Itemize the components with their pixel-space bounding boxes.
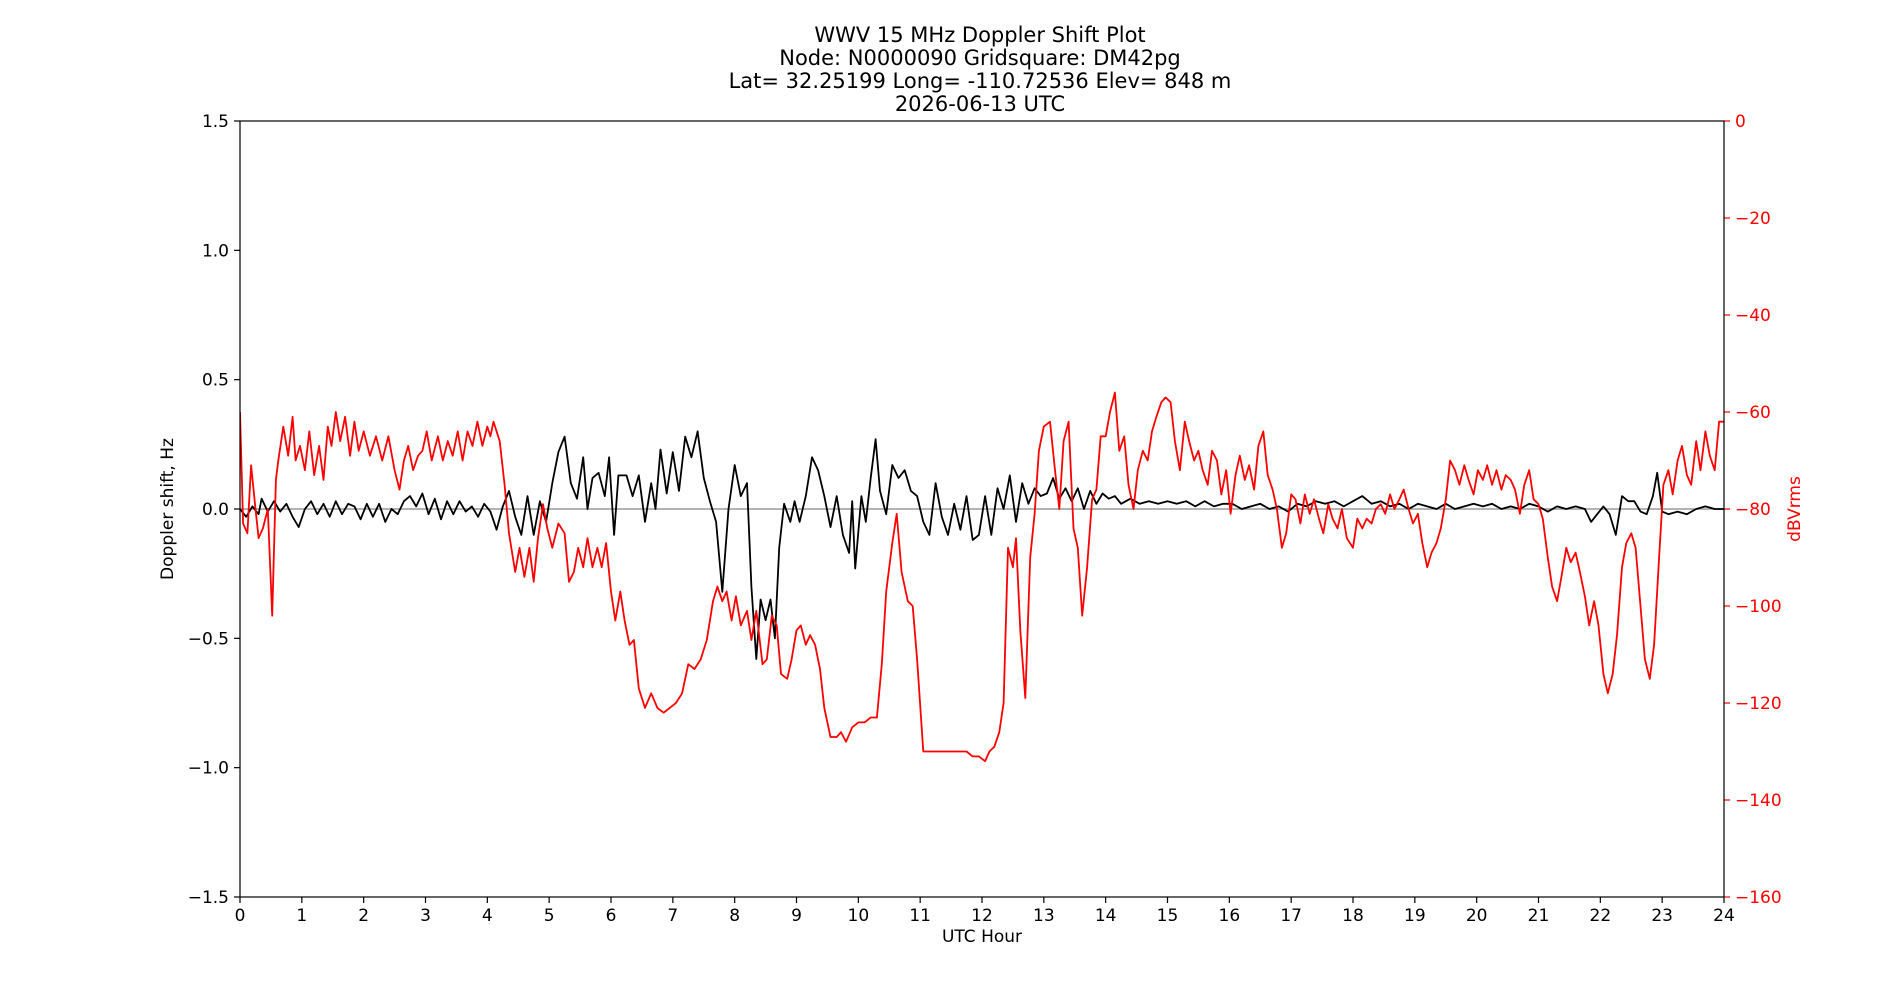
y-tick-label: −1.0 bbox=[188, 759, 229, 779]
title-line-4: 2026-06-13 UTC bbox=[895, 92, 1065, 116]
y-right-tick-label: −20 bbox=[1735, 209, 1771, 229]
x-tick-label: 22 bbox=[1590, 906, 1612, 926]
x-tick-label: 4 bbox=[482, 906, 493, 926]
x-tick-label: 10 bbox=[848, 906, 870, 926]
x-tick-label: 6 bbox=[606, 906, 617, 926]
x-tick-label: 20 bbox=[1466, 906, 1488, 926]
x-tick-label: 0 bbox=[235, 906, 246, 926]
x-tick-label: 19 bbox=[1404, 906, 1426, 926]
y-axis-label: Doppler shift, Hz bbox=[158, 438, 178, 580]
x-tick-label: 1 bbox=[296, 906, 307, 926]
title-line-3: Lat= 32.25199 Long= -110.72536 Elev= 848… bbox=[729, 69, 1232, 93]
y-tick-label: −0.5 bbox=[188, 629, 229, 649]
signal-level-line bbox=[240, 391, 1724, 763]
y-right-tick-label: 0 bbox=[1735, 112, 1746, 132]
y-tick-label: 0.5 bbox=[202, 371, 229, 391]
y-tick-label: 1.5 bbox=[202, 112, 229, 132]
x-tick-label: 11 bbox=[909, 906, 931, 926]
x-tick-label: 14 bbox=[1095, 906, 1117, 926]
x-tick-label: 17 bbox=[1280, 906, 1302, 926]
x-tick-label: 8 bbox=[729, 906, 740, 926]
x-tick-label: 21 bbox=[1528, 906, 1550, 926]
y-right-tick-label: −140 bbox=[1735, 791, 1782, 811]
x-axis-label: UTC Hour bbox=[942, 927, 1022, 947]
plot-area bbox=[240, 391, 1724, 763]
y-right-tick-label: −60 bbox=[1735, 403, 1771, 423]
plot-frame bbox=[239, 120, 1725, 898]
y-tick-label: 0.0 bbox=[202, 500, 229, 520]
y-axis-right-label: dBVrms bbox=[1785, 476, 1805, 542]
x-tick-label: 9 bbox=[791, 906, 802, 926]
x-tick-label: 13 bbox=[1033, 906, 1055, 926]
x-tick-label: 2 bbox=[358, 906, 369, 926]
x-tick-label: 7 bbox=[667, 906, 678, 926]
axis-ticks: 0 1 2 3 4 5 6 7 8 9 10 11 12 13 14 15 16 17 18 19 20 21 22 23 24… bbox=[188, 112, 1782, 926]
x-tick-label: 12 bbox=[971, 906, 993, 926]
y-right-tick-label: −100 bbox=[1735, 597, 1782, 617]
y-right-tick-label: −120 bbox=[1735, 694, 1782, 714]
y-tick-label: −1.5 bbox=[188, 888, 229, 908]
doppler-shift-line bbox=[240, 430, 1724, 660]
title-line-1: WWV 15 MHz Doppler Shift Plot bbox=[814, 23, 1145, 47]
y-right-tick-label: −40 bbox=[1735, 306, 1771, 326]
chart-title: WWV 15 MHz Doppler Shift Plot Node: N000… bbox=[729, 23, 1232, 116]
x-tick-label: 5 bbox=[544, 906, 555, 926]
x-tick-label: 15 bbox=[1157, 906, 1179, 926]
x-tick-label: 16 bbox=[1219, 906, 1241, 926]
title-line-2: Node: N0000090 Gridsquare: DM42pg bbox=[779, 46, 1181, 70]
y-tick-label: 1.0 bbox=[202, 241, 229, 261]
x-tick-label: 24 bbox=[1713, 906, 1735, 926]
x-tick-label: 3 bbox=[420, 906, 431, 926]
x-tick-label: 23 bbox=[1651, 906, 1673, 926]
x-tick-label: 18 bbox=[1342, 906, 1364, 926]
y-right-tick-label: −160 bbox=[1735, 888, 1782, 908]
y-right-tick-label: −80 bbox=[1735, 500, 1771, 520]
